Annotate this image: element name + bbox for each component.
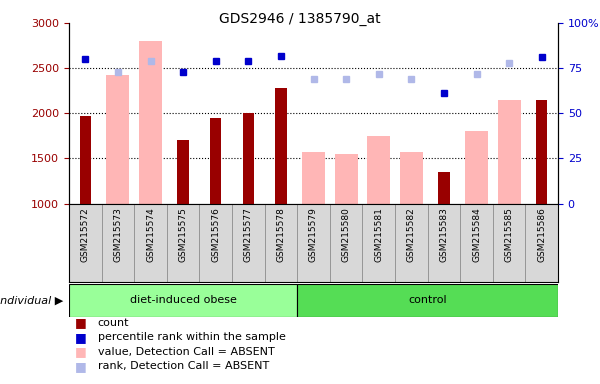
Text: GSM215579: GSM215579 (309, 207, 318, 262)
Text: individual ▶: individual ▶ (0, 295, 63, 306)
Text: ■: ■ (75, 345, 87, 358)
Bar (210, 118, 221, 204)
Bar (80, 116, 91, 204)
Bar (362, 204, 395, 282)
Bar (275, 88, 287, 204)
Bar (526, 204, 558, 282)
Bar (335, 154, 358, 204)
Bar (178, 141, 189, 204)
Bar (232, 204, 265, 282)
Text: GSM215583: GSM215583 (439, 207, 448, 262)
Bar (536, 100, 547, 204)
Bar (134, 204, 167, 282)
Text: diet-induced obese: diet-induced obese (130, 295, 236, 306)
Bar (139, 41, 162, 204)
Text: control: control (408, 295, 447, 306)
Text: GSM215575: GSM215575 (179, 207, 188, 262)
Text: rank, Detection Call = ABSENT: rank, Detection Call = ABSENT (98, 361, 269, 371)
Text: GSM215582: GSM215582 (407, 207, 416, 262)
Text: ■: ■ (75, 359, 87, 372)
Bar (400, 152, 423, 204)
Text: GSM215573: GSM215573 (113, 207, 122, 262)
Text: ■: ■ (75, 331, 87, 344)
Text: value, Detection Call = ABSENT: value, Detection Call = ABSENT (98, 347, 275, 357)
Bar (493, 204, 526, 282)
Bar (167, 204, 199, 282)
Bar (69, 284, 297, 317)
Text: GSM215586: GSM215586 (537, 207, 546, 262)
Text: GSM215578: GSM215578 (277, 207, 286, 262)
Text: GSM215580: GSM215580 (341, 207, 350, 262)
Text: GSM215584: GSM215584 (472, 207, 481, 262)
Bar (460, 204, 493, 282)
Bar (69, 204, 101, 282)
Text: count: count (98, 318, 130, 328)
Bar (438, 172, 449, 204)
Bar (395, 204, 428, 282)
Text: GSM215577: GSM215577 (244, 207, 253, 262)
Bar (199, 204, 232, 282)
Bar (265, 204, 297, 282)
Bar (497, 100, 521, 204)
Bar (465, 131, 488, 204)
Bar (101, 204, 134, 282)
Text: percentile rank within the sample: percentile rank within the sample (98, 332, 286, 342)
Bar (330, 204, 362, 282)
Text: GSM215574: GSM215574 (146, 207, 155, 262)
Bar (242, 113, 254, 204)
Text: GSM215581: GSM215581 (374, 207, 383, 262)
Text: GSM215576: GSM215576 (211, 207, 220, 262)
Text: GDS2946 / 1385790_at: GDS2946 / 1385790_at (219, 12, 381, 25)
Text: GSM215572: GSM215572 (81, 207, 90, 262)
Bar (302, 152, 325, 204)
Text: ■: ■ (75, 316, 87, 329)
Bar (297, 204, 330, 282)
Bar (428, 204, 460, 282)
Bar (106, 75, 130, 204)
Text: GSM215585: GSM215585 (505, 207, 514, 262)
Bar (367, 136, 390, 204)
Bar (297, 284, 558, 317)
